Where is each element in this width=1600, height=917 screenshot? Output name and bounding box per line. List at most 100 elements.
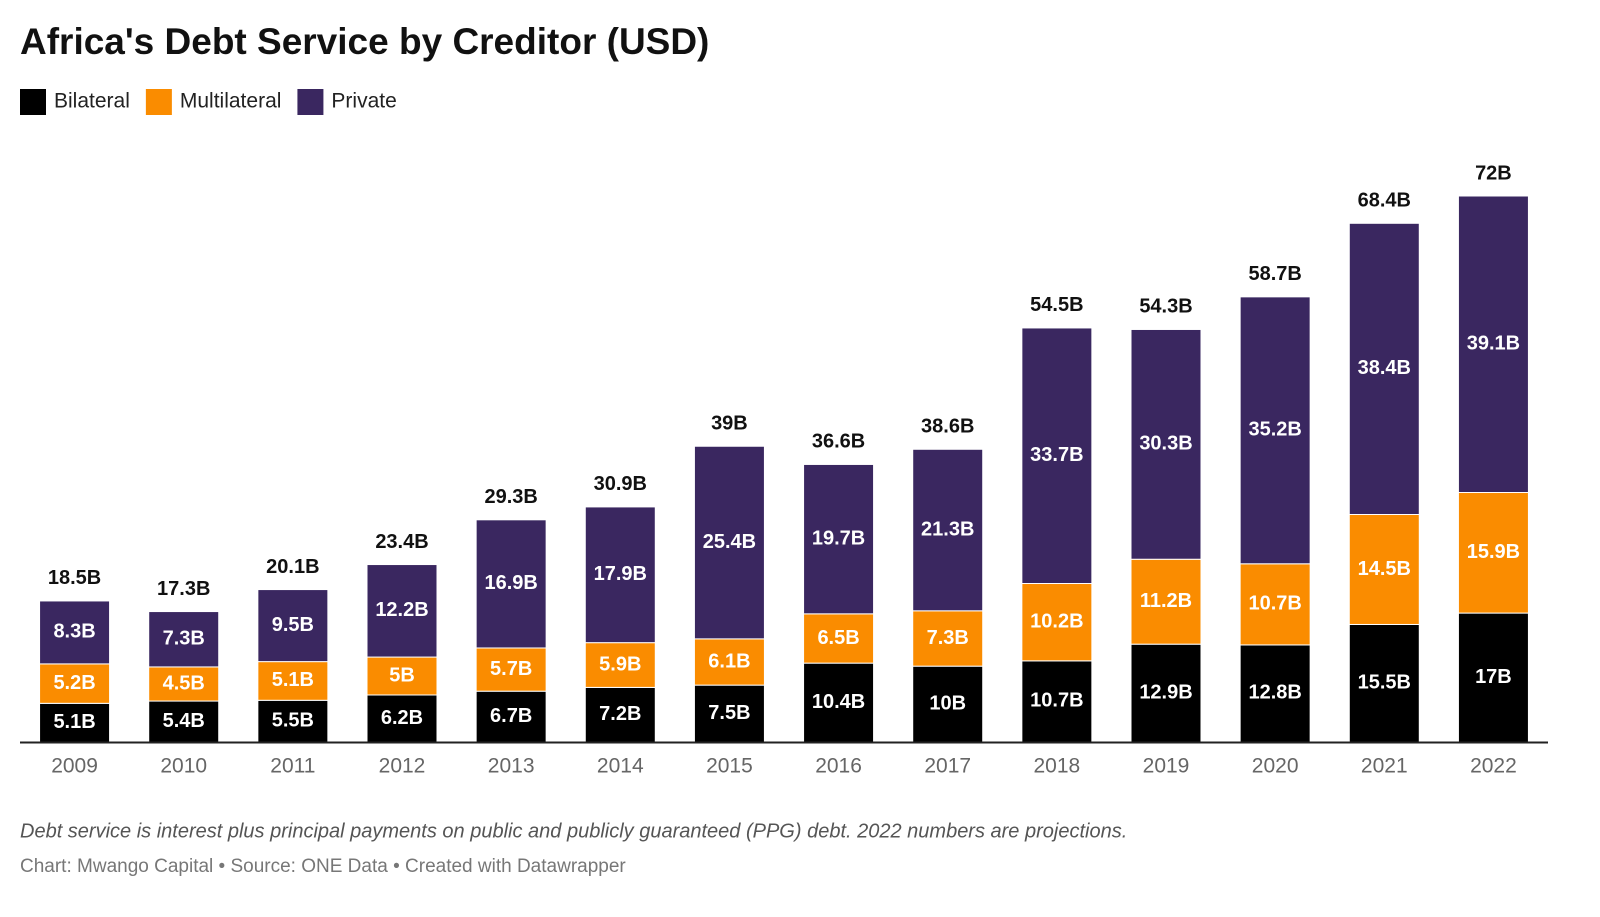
bar-segment (1348, 514, 1420, 625)
note: Debt service is interest plus principal … (20, 820, 1127, 842)
bar-label: 9.5B (272, 614, 314, 636)
bar-segment (912, 610, 984, 667)
bar-segment (148, 611, 220, 668)
bar-label: 5.1B (272, 669, 314, 691)
bar-label: 21.3B (921, 518, 974, 540)
bar-segment (803, 613, 875, 664)
bar-segment (1239, 296, 1311, 565)
x-tick-label: 2018 (1033, 755, 1080, 778)
bar-segment (912, 665, 984, 743)
bar-label: 39.1B (1467, 333, 1520, 355)
bar-segment (693, 638, 765, 686)
bar-label: 12.8B (1248, 682, 1301, 704)
bar-segment (693, 684, 765, 743)
total-label: 18.5B (48, 567, 101, 589)
chart-title: Africa's Debt Service by Creditor (USD) (20, 21, 709, 62)
bar-label: 5.2B (53, 672, 95, 694)
bar-label: 6.2B (381, 707, 423, 729)
legend-label: Private (331, 90, 396, 113)
bar-segment (257, 589, 329, 663)
total-label: 36.6B (812, 431, 865, 453)
bar-label: 10.4B (812, 691, 865, 713)
total-label: 38.6B (921, 416, 974, 438)
legend-label: Multilateral (180, 90, 282, 113)
x-tick-label: 2020 (1252, 755, 1299, 778)
bar-segment (1021, 327, 1093, 585)
total-label: 54.5B (1030, 294, 1083, 316)
total-label: 20.1B (266, 556, 319, 578)
bar-segment (1348, 222, 1420, 516)
bar-label: 5.4B (163, 710, 205, 732)
bar-segment (1130, 558, 1202, 645)
total-label: 54.3B (1139, 296, 1192, 318)
x-tick-label: 2011 (270, 755, 315, 778)
bar-label: 5.1B (53, 711, 95, 733)
bar-segment (912, 448, 984, 612)
bar-segment (148, 700, 220, 743)
bar-segment (39, 702, 111, 743)
total-label: 23.4B (375, 531, 428, 553)
bar-label: 7.3B (163, 628, 205, 650)
bar-segment (1457, 492, 1529, 614)
bar-label: 5.9B (599, 653, 641, 675)
bar-segment (1130, 328, 1202, 560)
bar-label: 7.3B (927, 627, 969, 649)
bar-segment (1021, 583, 1093, 662)
bar-segment (39, 600, 111, 665)
bar-label: 10.7B (1030, 690, 1083, 712)
bar-segment (584, 506, 656, 644)
bar-label: 10.2B (1030, 610, 1083, 632)
legend-label: Bilateral (54, 90, 130, 113)
bar-label: 4.5B (163, 672, 205, 694)
bar-segment (257, 661, 329, 701)
bar-segment (1457, 195, 1529, 494)
x-tick-label: 2015 (706, 755, 753, 778)
bar-label: 10B (929, 692, 966, 714)
source: Chart: Mwango Capital • Source: ONE Data… (20, 856, 626, 877)
bar-label: 19.7B (812, 527, 865, 549)
x-tick-label: 2022 (1470, 755, 1517, 778)
bar-label: 35.2B (1248, 419, 1301, 441)
x-tick-label: 2019 (1143, 755, 1190, 778)
bar-label: 17.9B (594, 563, 647, 585)
bar-segment (1239, 563, 1311, 646)
bar-segment (366, 694, 438, 743)
x-tick-label: 2009 (51, 755, 98, 778)
bar-label: 7.2B (599, 703, 641, 725)
bar-segment (1021, 660, 1093, 743)
total-label: 29.3B (484, 486, 537, 508)
bar-label: 5B (389, 664, 415, 686)
total-label: 39B (711, 413, 748, 435)
bar-label: 11.2B (1140, 590, 1192, 612)
bar-segment (1457, 612, 1529, 743)
bar-label: 8.3B (53, 621, 95, 643)
bar-label: 33.7B (1030, 444, 1083, 466)
bar-label: 38.4B (1358, 357, 1411, 379)
bar-label: 5.7B (490, 658, 532, 680)
x-tick-label: 2016 (815, 755, 862, 778)
total-label: 58.7B (1248, 263, 1301, 285)
x-tick-label: 2017 (924, 755, 971, 778)
bar-label: 17B (1475, 666, 1512, 688)
bar-label: 5.5B (272, 709, 314, 731)
total-label: 68.4B (1358, 190, 1411, 212)
bar-label: 16.9B (484, 572, 537, 594)
bar-label: 15.5B (1358, 672, 1411, 694)
bar-segment (1348, 623, 1420, 743)
x-tick-label: 2010 (160, 755, 207, 778)
legend-swatch (145, 89, 172, 115)
total-label: 30.9B (594, 473, 647, 495)
x-tick-label: 2021 (1361, 755, 1408, 778)
bar-label: 12.2B (375, 599, 428, 621)
bar-label: 6.7B (490, 705, 532, 727)
bar-segment (475, 519, 547, 649)
bar-label: 25.4B (703, 531, 756, 553)
bar-segment (693, 445, 765, 640)
bar-label: 6.5B (817, 627, 859, 649)
bar-segment (366, 656, 438, 696)
bar-label: 15.9B (1467, 541, 1520, 563)
bar-label: 12.9B (1139, 681, 1192, 703)
x-tick-label: 2013 (488, 755, 535, 778)
bar-label: 30.3B (1139, 433, 1192, 455)
